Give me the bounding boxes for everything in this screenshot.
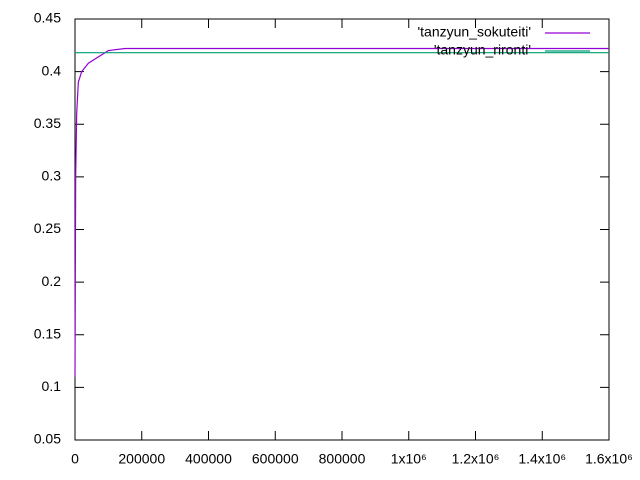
x-tick-label: 0: [71, 451, 79, 467]
y-tick-label: 0.45: [34, 10, 61, 26]
y-tick-label: 0.2: [42, 273, 62, 289]
x-tick-label: 800000: [319, 451, 366, 467]
y-tick-label: 0.1: [42, 378, 62, 394]
legend-label: 'tanzyun_rironti': [434, 42, 531, 58]
x-tick-label: 1.4x10⁶: [518, 451, 566, 467]
y-tick-label: 0.4: [42, 62, 62, 78]
series-line: [74, 47, 609, 377]
x-tick-label: 200000: [118, 451, 165, 467]
x-tick-label: 1.2x10⁶: [452, 451, 500, 467]
legend-label: 'tanzyun_sokuteiti': [417, 24, 531, 40]
y-tick-label: 0.05: [34, 431, 61, 447]
x-tick-label: 1.6x10⁶: [585, 451, 633, 467]
x-tick-label: 400000: [185, 451, 232, 467]
y-tick-label: 0.3: [42, 168, 62, 184]
y-tick-label: 0.15: [34, 325, 61, 341]
y-tick-label: 0.35: [34, 115, 61, 131]
x-tick-label: 600000: [252, 451, 299, 467]
y-tick-label: 0.25: [34, 220, 61, 236]
x-tick-label: 1x10⁶: [391, 451, 427, 467]
